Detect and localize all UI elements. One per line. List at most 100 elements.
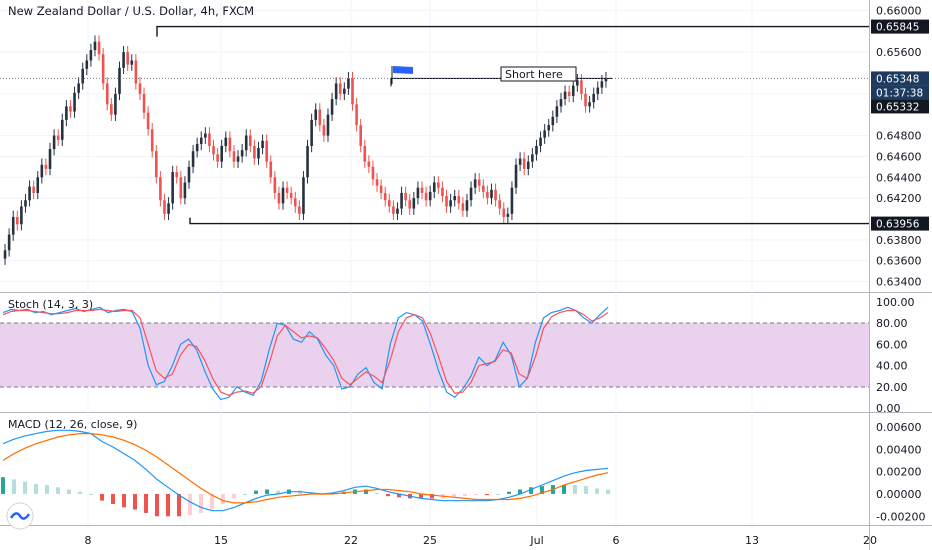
candle-body bbox=[224, 137, 228, 146]
macd-histogram-bar bbox=[265, 489, 269, 494]
candle-body bbox=[52, 135, 56, 150]
resistance-line bbox=[156, 25, 869, 37]
candle-body bbox=[388, 200, 391, 207]
macd-histogram-bar bbox=[210, 493, 214, 510]
candle-body bbox=[343, 88, 346, 94]
price-tick-label: 0.65600 bbox=[876, 46, 922, 59]
stoch-label: Stoch (14, 3, 3) bbox=[8, 298, 93, 311]
candle-body bbox=[93, 41, 97, 51]
candle-body bbox=[257, 148, 260, 159]
candle-body bbox=[326, 114, 330, 136]
candle-body bbox=[322, 125, 326, 136]
candle-body bbox=[551, 116, 555, 126]
macd-histogram-bar bbox=[375, 492, 379, 494]
macd-histogram-bar bbox=[155, 493, 159, 517]
candle-body bbox=[175, 172, 179, 178]
candle-body bbox=[114, 93, 117, 115]
candle-body bbox=[293, 198, 297, 207]
candle-body bbox=[122, 52, 125, 68]
candle-body bbox=[359, 125, 362, 146]
candle-body bbox=[457, 196, 461, 204]
candle-body bbox=[404, 192, 407, 201]
candle-body bbox=[220, 146, 223, 162]
macd-histogram-bar bbox=[100, 493, 104, 501]
macd-histogram-bar bbox=[122, 493, 126, 508]
candle-body bbox=[240, 150, 244, 157]
stoch-overbought-oversold-band bbox=[0, 323, 869, 387]
macd-histogram-bar bbox=[496, 493, 500, 495]
candle-body bbox=[600, 81, 604, 88]
candle-body bbox=[146, 112, 150, 130]
candle-body bbox=[482, 185, 485, 192]
candle-body bbox=[424, 192, 428, 201]
candle-body bbox=[351, 78, 354, 105]
price-tag-label: 0.65845 bbox=[876, 22, 919, 34]
candle-body bbox=[318, 109, 322, 126]
candle-body bbox=[379, 185, 383, 193]
flag-icon[interactable] bbox=[393, 66, 413, 74]
macd-histogram-bar bbox=[1, 477, 5, 494]
candle-body bbox=[134, 60, 138, 84]
macd-histogram-bar bbox=[188, 493, 192, 516]
candle-body bbox=[44, 164, 48, 169]
candle-body bbox=[567, 91, 571, 96]
candle-body bbox=[16, 216, 19, 225]
candle-body bbox=[130, 60, 134, 65]
candle-body bbox=[179, 177, 183, 199]
candle-body bbox=[154, 151, 158, 178]
candle-body bbox=[576, 80, 579, 86]
candle-body bbox=[110, 104, 113, 115]
time-tick-label: 6 bbox=[613, 534, 620, 547]
candle-body bbox=[396, 208, 399, 214]
candle-body bbox=[183, 182, 187, 199]
macd-tick-label: -0.00200 bbox=[876, 510, 925, 523]
price-tick-label: 0.64200 bbox=[876, 192, 922, 205]
macd-histogram-bar bbox=[518, 489, 522, 494]
candle-body bbox=[65, 106, 68, 120]
macd-histogram-bar bbox=[144, 493, 148, 513]
macd-histogram-bar bbox=[595, 488, 599, 494]
macd-histogram-bar bbox=[166, 493, 170, 517]
candle-body bbox=[289, 192, 293, 199]
candle-body bbox=[73, 92, 76, 112]
candle-body bbox=[498, 200, 501, 209]
candle-body bbox=[3, 250, 7, 259]
macd-histogram-bar bbox=[485, 493, 489, 496]
macd-tick-label: 0.00600 bbox=[876, 421, 922, 434]
candle-body bbox=[453, 196, 457, 201]
price-tick-label: 0.66000 bbox=[876, 4, 922, 17]
candle-body bbox=[171, 172, 174, 204]
stoch-tick-label: 0.00 bbox=[876, 402, 901, 415]
price-tag-bg bbox=[871, 71, 929, 86]
candle-body bbox=[28, 186, 31, 201]
candle-body bbox=[428, 191, 432, 201]
candle-body bbox=[445, 196, 448, 207]
macd-histogram-bar bbox=[199, 493, 203, 513]
macd-histogram-bar bbox=[452, 493, 456, 498]
macd-histogram-bar bbox=[56, 487, 60, 494]
candle-body bbox=[334, 83, 338, 100]
candle-body bbox=[105, 83, 109, 105]
price-tick-label: 0.64600 bbox=[876, 150, 922, 163]
candle-body bbox=[531, 154, 534, 162]
time-tick-label: Jul bbox=[529, 534, 543, 547]
short-here-box[interactable] bbox=[500, 66, 577, 82]
macd-histogram-bar bbox=[78, 491, 82, 494]
candle-body bbox=[571, 85, 575, 96]
candle-body bbox=[449, 200, 452, 207]
candle-body bbox=[244, 135, 248, 151]
candle-body bbox=[338, 83, 342, 94]
price-tick-label: 0.63600 bbox=[876, 255, 922, 268]
candle-body bbox=[518, 158, 522, 165]
macd-histogram-bar bbox=[45, 485, 49, 494]
candle-body bbox=[167, 203, 170, 214]
price-tick-label: 0.64800 bbox=[876, 130, 922, 143]
candle-body bbox=[367, 161, 371, 167]
time-tick-label: 22 bbox=[344, 534, 358, 547]
candle-body bbox=[437, 182, 440, 188]
time-tick-label: 25 bbox=[423, 534, 437, 547]
candle-body bbox=[314, 109, 318, 120]
candle-body bbox=[249, 135, 252, 146]
macd-histogram-bar bbox=[221, 493, 225, 505]
